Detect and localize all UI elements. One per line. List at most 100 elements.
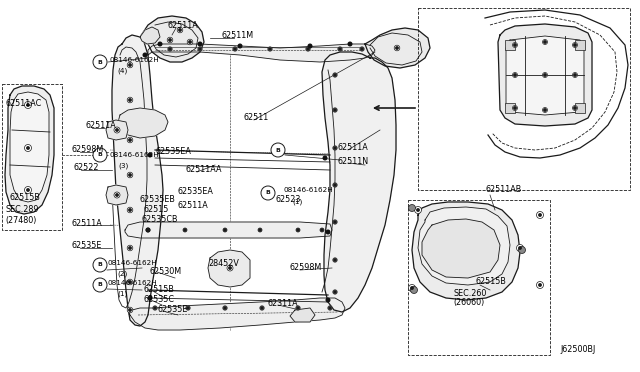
Circle shape [333, 146, 337, 150]
Circle shape [224, 229, 226, 231]
Circle shape [334, 184, 336, 186]
Circle shape [129, 99, 131, 101]
Polygon shape [290, 308, 315, 322]
Circle shape [93, 55, 107, 69]
Circle shape [146, 228, 150, 232]
Circle shape [516, 244, 524, 251]
Text: 62311A: 62311A [268, 298, 299, 308]
Text: B: B [266, 190, 271, 196]
Circle shape [360, 47, 364, 51]
Text: 62515B: 62515B [9, 193, 40, 202]
Circle shape [573, 73, 577, 77]
Circle shape [238, 44, 242, 48]
Circle shape [268, 47, 272, 51]
Text: 62511M: 62511M [222, 32, 254, 41]
Circle shape [187, 39, 193, 45]
Polygon shape [498, 24, 592, 126]
Circle shape [148, 296, 152, 300]
Circle shape [543, 39, 547, 45]
Text: 62511A: 62511A [337, 144, 368, 153]
Circle shape [261, 186, 275, 200]
Circle shape [518, 247, 525, 253]
Text: 62535EA: 62535EA [177, 187, 213, 196]
Bar [505, 40, 515, 50]
Text: 62511A: 62511A [86, 122, 116, 131]
Polygon shape [365, 28, 430, 68]
Text: 62535EB: 62535EB [139, 196, 175, 205]
Circle shape [127, 279, 133, 285]
Circle shape [227, 265, 233, 271]
Circle shape [229, 267, 231, 269]
Circle shape [334, 74, 336, 76]
Text: 62535C: 62535C [144, 295, 175, 304]
Circle shape [259, 229, 261, 231]
Circle shape [198, 47, 202, 51]
Circle shape [574, 44, 576, 46]
Circle shape [334, 221, 336, 223]
Circle shape [308, 44, 312, 48]
Circle shape [573, 106, 577, 110]
Text: 08146-6162H: 08146-6162H [108, 280, 157, 286]
Circle shape [544, 41, 546, 43]
Polygon shape [140, 16, 204, 62]
Polygon shape [129, 298, 345, 330]
Circle shape [129, 281, 131, 283]
Circle shape [408, 285, 415, 292]
Polygon shape [125, 222, 332, 238]
Circle shape [417, 209, 419, 211]
Circle shape [168, 47, 172, 51]
Circle shape [127, 245, 133, 251]
Text: 62511N: 62511N [337, 157, 368, 166]
Circle shape [321, 229, 323, 231]
Text: 62598M: 62598M [290, 263, 323, 273]
Text: 62535EA: 62535EA [155, 148, 191, 157]
Polygon shape [106, 185, 128, 205]
Circle shape [410, 286, 417, 294]
Polygon shape [112, 35, 163, 326]
Circle shape [333, 73, 337, 77]
Circle shape [513, 42, 518, 48]
Circle shape [333, 258, 337, 262]
Circle shape [258, 228, 262, 232]
Text: 62523: 62523 [275, 196, 300, 205]
Circle shape [323, 156, 327, 160]
Circle shape [306, 47, 310, 51]
Circle shape [271, 143, 285, 157]
Text: B: B [97, 153, 102, 157]
Circle shape [114, 192, 120, 198]
Text: (2): (2) [117, 271, 127, 277]
Circle shape [129, 174, 131, 176]
Circle shape [148, 153, 152, 157]
Circle shape [116, 129, 118, 131]
Circle shape [24, 144, 31, 151]
Circle shape [544, 109, 546, 111]
Circle shape [127, 137, 133, 143]
Polygon shape [148, 44, 375, 62]
Text: (1): (1) [292, 199, 302, 205]
Polygon shape [506, 36, 584, 115]
Circle shape [183, 228, 187, 232]
Circle shape [396, 47, 398, 49]
Text: 62511: 62511 [244, 113, 269, 122]
Circle shape [519, 247, 521, 249]
Circle shape [394, 45, 400, 51]
Circle shape [233, 47, 237, 51]
Circle shape [114, 127, 120, 133]
Text: 08146-6162H: 08146-6162H [108, 260, 157, 266]
Circle shape [574, 107, 576, 109]
Circle shape [169, 48, 172, 50]
Circle shape [348, 42, 352, 46]
Text: 62598M: 62598M [72, 145, 104, 154]
Circle shape [169, 39, 172, 41]
Circle shape [24, 186, 31, 193]
Circle shape [539, 214, 541, 216]
Text: (26060): (26060) [453, 298, 484, 308]
Text: (1): (1) [117, 291, 127, 297]
Circle shape [129, 209, 131, 211]
Circle shape [513, 106, 518, 110]
Circle shape [411, 287, 413, 289]
Circle shape [328, 306, 332, 310]
Circle shape [334, 147, 336, 149]
Circle shape [514, 44, 516, 46]
Text: 62511A: 62511A [72, 218, 103, 228]
